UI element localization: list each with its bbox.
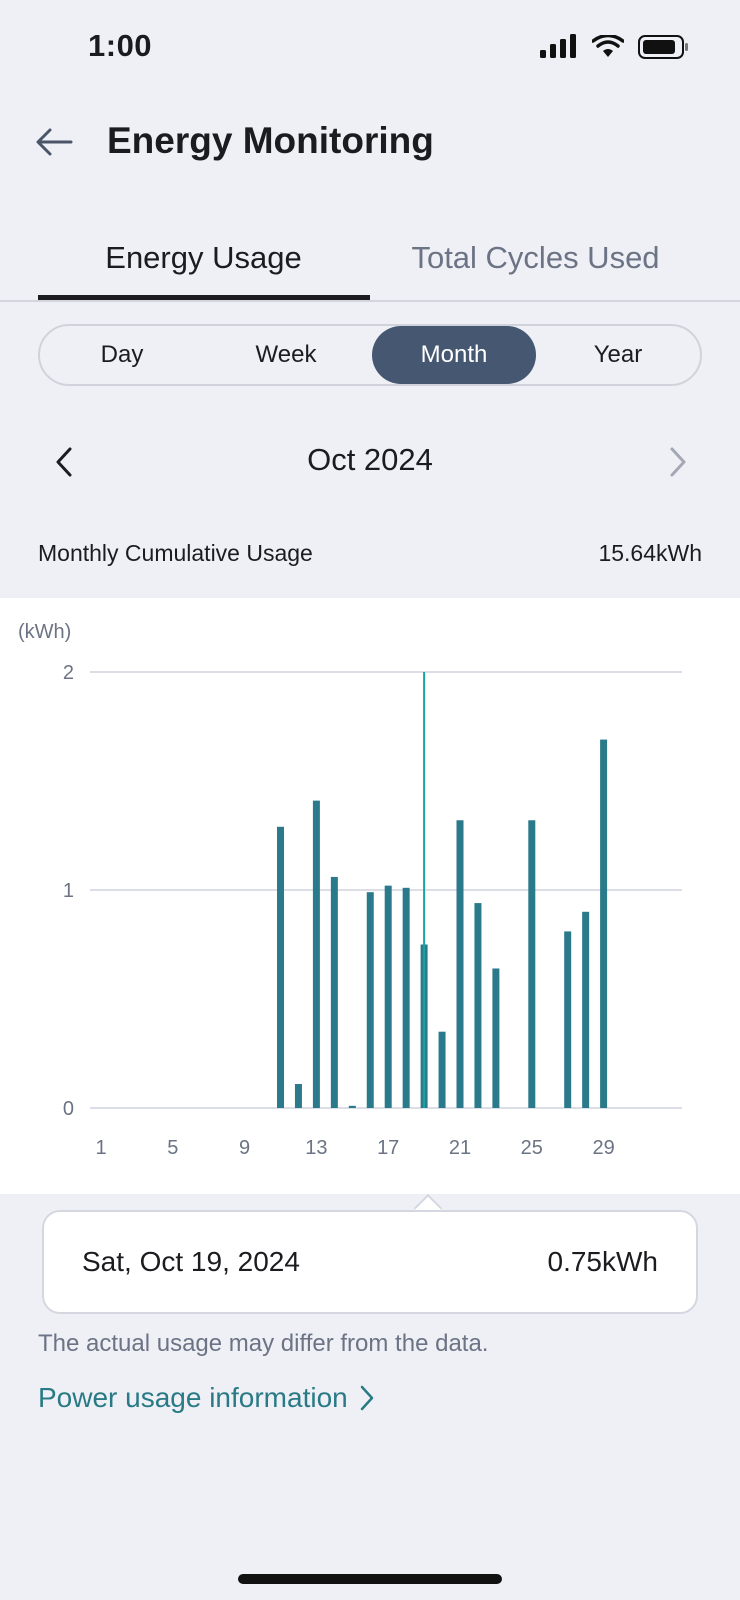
period-week[interactable]: Week <box>255 341 317 368</box>
chevron-right-icon <box>360 1385 373 1411</box>
selected-day-date: Sat, Oct 19, 2024 <box>82 1246 300 1277</box>
disclaimer-text: The actual usage may differ from the dat… <box>38 1330 489 1357</box>
x-tick-label: 17 <box>377 1137 399 1159</box>
period-day[interactable]: Day <box>100 341 144 368</box>
power-usage-info-label: Power usage information <box>38 1382 348 1413</box>
x-tick-label: 5 <box>167 1137 178 1159</box>
header: Energy Monitoring <box>0 100 740 190</box>
bar-day-14[interactable] <box>330 876 338 1108</box>
signal-icon <box>540 34 576 58</box>
arrow-left-icon <box>36 128 73 156</box>
bar-day-22[interactable] <box>474 903 482 1108</box>
bar-day-11[interactable] <box>277 826 284 1108</box>
bar-day-27[interactable] <box>564 931 572 1108</box>
period-month[interactable]: Month <box>372 326 536 384</box>
bar-day-21[interactable] <box>456 820 464 1108</box>
y-tick-label: 2 <box>63 662 74 684</box>
tab-active-indicator <box>38 295 370 300</box>
home-indicator <box>238 1574 502 1584</box>
selected-day-card: Sat, Oct 19, 2024 0.75kWh <box>42 1210 698 1314</box>
status-time: 1:00 <box>88 28 153 63</box>
chevron-right-icon <box>670 447 686 477</box>
x-tick-label: 1 <box>95 1137 106 1159</box>
bar-day-25[interactable] <box>528 820 536 1108</box>
bar-day-20[interactable] <box>438 1031 446 1108</box>
bar-day-15[interactable] <box>348 1105 356 1108</box>
status-icons <box>540 34 690 60</box>
period-year[interactable]: Year <box>593 341 643 368</box>
wifi-icon <box>592 35 624 57</box>
bar-day-17[interactable] <box>384 885 392 1108</box>
month-label: Oct 2024 <box>307 442 433 477</box>
previous-month-button[interactable] <box>40 438 88 486</box>
bar-day-29[interactable] <box>600 739 608 1108</box>
x-tick-label: 29 <box>592 1137 614 1159</box>
y-tick-label: 1 <box>63 880 74 902</box>
tab-bar: Energy Usage Total Cycles Used <box>0 240 740 302</box>
bar-day-13[interactable] <box>312 800 320 1108</box>
next-month-button[interactable] <box>654 438 702 486</box>
status-bar: 1:00 <box>0 0 740 100</box>
x-tick-label: 25 <box>521 1137 543 1159</box>
usage-chart-svg: (kWh) 012 1 5 9 13 17 21 25 29 <box>18 621 682 1159</box>
bar-day-23[interactable] <box>492 968 500 1108</box>
bar-day-18[interactable] <box>402 887 410 1108</box>
x-tick-label: 9 <box>239 1137 250 1159</box>
summary-value: 15.64kWh <box>598 540 702 566</box>
month-navigator: Oct 2024 <box>0 430 740 494</box>
bar-day-16[interactable] <box>366 892 374 1108</box>
x-tick-label: 21 <box>449 1137 471 1159</box>
power-usage-info-link[interactable]: Power usage information <box>38 1382 376 1414</box>
chevron-left-icon <box>56 447 72 477</box>
monthly-summary: Monthly Cumulative Usage 15.64kWh <box>38 540 702 574</box>
page-title: Energy Monitoring <box>107 120 434 161</box>
tab-total-cycles-used[interactable]: Total Cycles Used <box>411 240 660 275</box>
bar-day-28[interactable] <box>582 911 590 1108</box>
back-button[interactable] <box>30 118 78 166</box>
selected-day-value: 0.75kWh <box>547 1246 659 1277</box>
tab-energy-usage[interactable]: Energy Usage <box>105 240 302 275</box>
y-tick-label: 0 <box>63 1098 74 1120</box>
period-switch: Day Week Month Year <box>38 324 702 386</box>
bar-day-12[interactable] <box>294 1084 302 1108</box>
summary-label: Monthly Cumulative Usage <box>38 540 313 566</box>
battery-icon <box>638 35 688 59</box>
y-axis-unit-label: (kWh) <box>18 621 71 643</box>
x-tick-label: 13 <box>305 1137 327 1159</box>
